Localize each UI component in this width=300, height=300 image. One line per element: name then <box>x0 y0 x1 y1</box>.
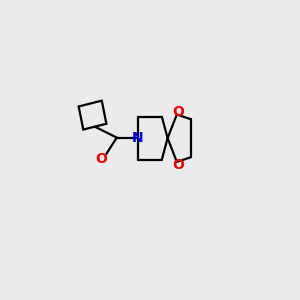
Text: N: N <box>132 131 143 145</box>
Text: O: O <box>172 158 184 172</box>
Text: O: O <box>172 105 184 119</box>
Text: O: O <box>95 152 107 166</box>
